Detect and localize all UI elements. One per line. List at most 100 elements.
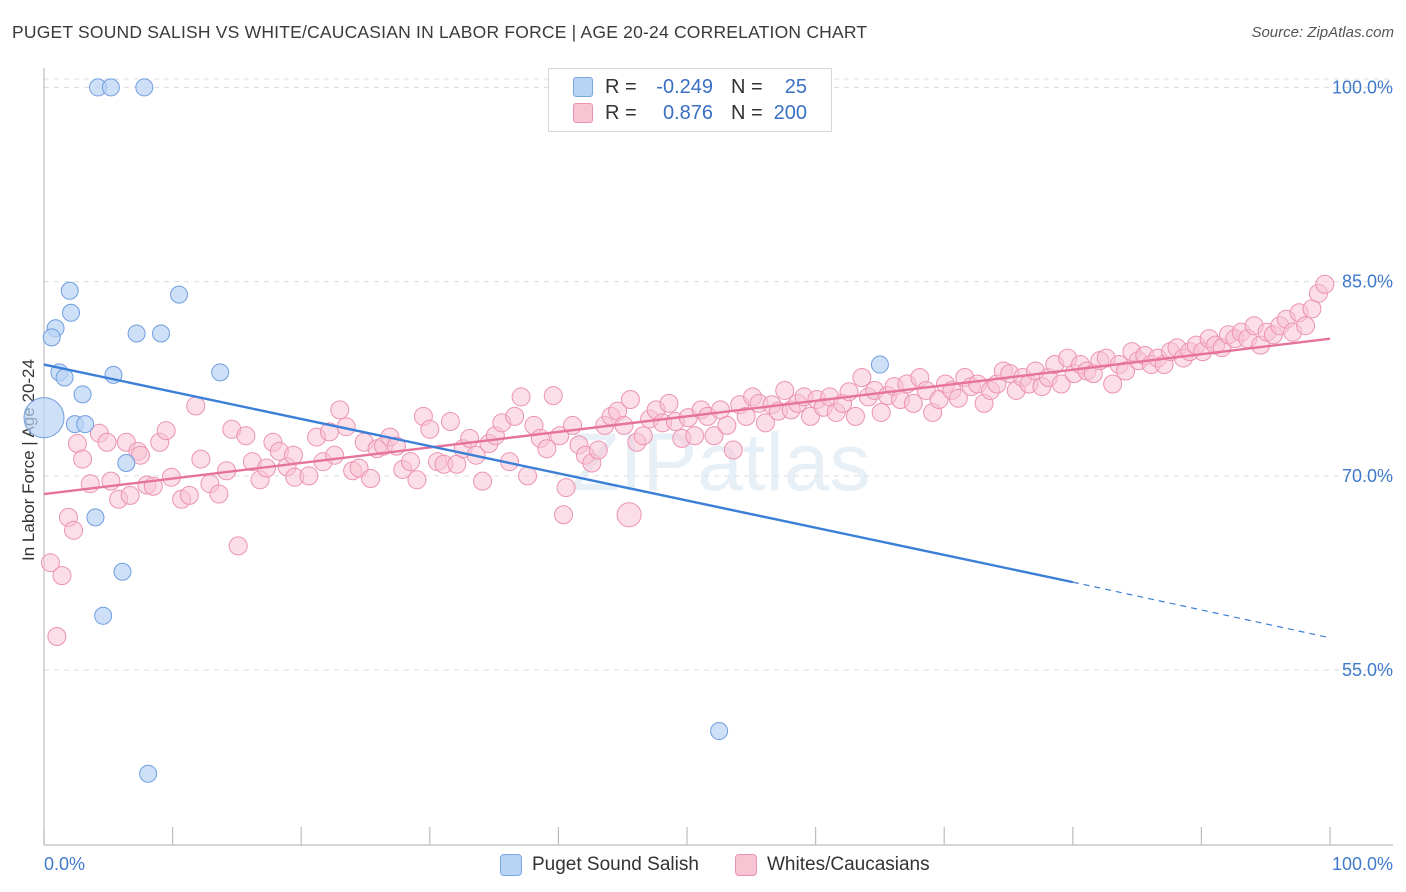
trend-line-white (43, 337, 1331, 496)
gridlines (44, 78, 1393, 671)
data-point-white (755, 413, 775, 433)
data-point-salish (117, 453, 136, 472)
y-axis-label: In Labor Force | Age 20-24 (19, 359, 38, 561)
data-point-salish (62, 303, 81, 322)
data-point-white (845, 406, 865, 426)
legend-label-white: Whites/Caucasians (767, 854, 930, 875)
series-puget-sound-salish (23, 78, 889, 783)
legend-swatch-salish (500, 854, 522, 876)
data-point-white (156, 421, 176, 441)
data-point-white (903, 393, 923, 413)
data-point-salish (42, 328, 61, 347)
y-tick-label: 55.0% (1342, 660, 1393, 680)
data-point-white (52, 566, 72, 586)
data-point-white (460, 428, 480, 448)
source-credit: Source: ZipAtlas.com (1251, 24, 1394, 41)
data-point-white (299, 466, 319, 486)
data-point-white (1051, 374, 1071, 394)
data-point-white (1296, 316, 1316, 336)
series-whites-caucasians (40, 274, 1335, 647)
x-tick-label: 0.0% (44, 854, 85, 874)
data-point-white (130, 445, 150, 465)
data-point-white (871, 402, 891, 422)
data-point-white (236, 426, 256, 446)
data-point-salish (211, 363, 230, 382)
data-point-white (1116, 361, 1136, 381)
trend-line-salish-extension (1072, 581, 1331, 639)
data-point-white (440, 412, 460, 432)
series-legend: Puget Sound Salish Whites/Caucasians (0, 851, 1406, 879)
data-point-white (704, 426, 724, 446)
data-point-white (73, 449, 93, 469)
data-point-white (543, 386, 563, 406)
x-tick-label: 100.0% (1332, 854, 1393, 874)
data-point-salish (55, 368, 74, 387)
legend-item-salish[interactable]: Puget Sound Salish (500, 851, 699, 879)
data-point-white (47, 627, 67, 647)
n-value: 200 (773, 101, 807, 124)
data-point-white (948, 388, 968, 408)
data-point-white (97, 432, 117, 452)
data-point-white (361, 469, 381, 489)
r-label: R = (605, 101, 637, 124)
data-point-salish (113, 562, 132, 581)
data-point-white (588, 440, 608, 460)
data-point-salish (710, 722, 729, 741)
legend-row-white: R = 0.876 N = 200 (573, 101, 807, 125)
data-point-white (736, 406, 756, 426)
legend-swatch-salish (573, 77, 593, 97)
y-tick-label: 100.0% (1332, 77, 1393, 97)
data-point-white (659, 393, 679, 413)
data-point-salish (101, 78, 120, 97)
data-point-white (685, 426, 705, 446)
data-point-white (1315, 274, 1335, 294)
data-point-white (556, 478, 576, 498)
r-value: 0.876 (662, 101, 713, 124)
data-point-salish (23, 397, 65, 439)
data-point-white (179, 485, 199, 505)
data-point-salish (94, 606, 113, 625)
data-point-white (800, 406, 820, 426)
r-value: -0.249 (656, 75, 713, 98)
data-point-white (537, 439, 557, 459)
data-point-salish (76, 415, 95, 434)
tick-labels: 100.0% 85.0% 70.0% 55.0% 0.0% 100.0% (44, 77, 1393, 874)
data-point-salish (170, 285, 189, 304)
data-point-white (616, 502, 642, 528)
n-value: 25 (784, 75, 807, 98)
data-point-salish (135, 78, 154, 97)
trend-line-salish (43, 363, 1074, 584)
data-point-white (209, 484, 229, 504)
data-point-white (554, 505, 574, 525)
stats-legend: R = -0.249 N = 25 R = 0.876 N = 200 (548, 68, 832, 132)
data-point-salish (870, 355, 889, 374)
data-point-white (633, 426, 653, 446)
data-point-white (283, 445, 303, 465)
data-point-white (717, 415, 737, 435)
data-point-white (620, 390, 640, 410)
data-point-salish (139, 764, 158, 783)
data-point-white (228, 536, 248, 556)
data-point-white (120, 485, 140, 505)
data-point-white (186, 396, 206, 416)
n-label: N = (731, 101, 763, 124)
data-point-white (325, 445, 345, 465)
data-point-white (852, 368, 872, 388)
data-point-white (407, 470, 427, 490)
data-point-white (1103, 374, 1123, 394)
legend-swatch-white (735, 854, 757, 876)
legend-item-white[interactable]: Whites/Caucasians (735, 851, 930, 879)
legend-swatch-white (573, 103, 593, 123)
data-point-salish (127, 324, 146, 343)
data-point-salish (60, 281, 79, 300)
n-label: N = (731, 75, 763, 98)
data-point-salish (152, 324, 171, 343)
data-point-white (518, 466, 538, 486)
data-point-white (473, 471, 493, 491)
data-point-salish (86, 508, 105, 527)
legend-row-salish: R = -0.249 N = 25 (573, 75, 807, 99)
trend-lines (43, 337, 1331, 639)
data-point-white (775, 380, 795, 400)
r-label: R = (605, 75, 637, 98)
